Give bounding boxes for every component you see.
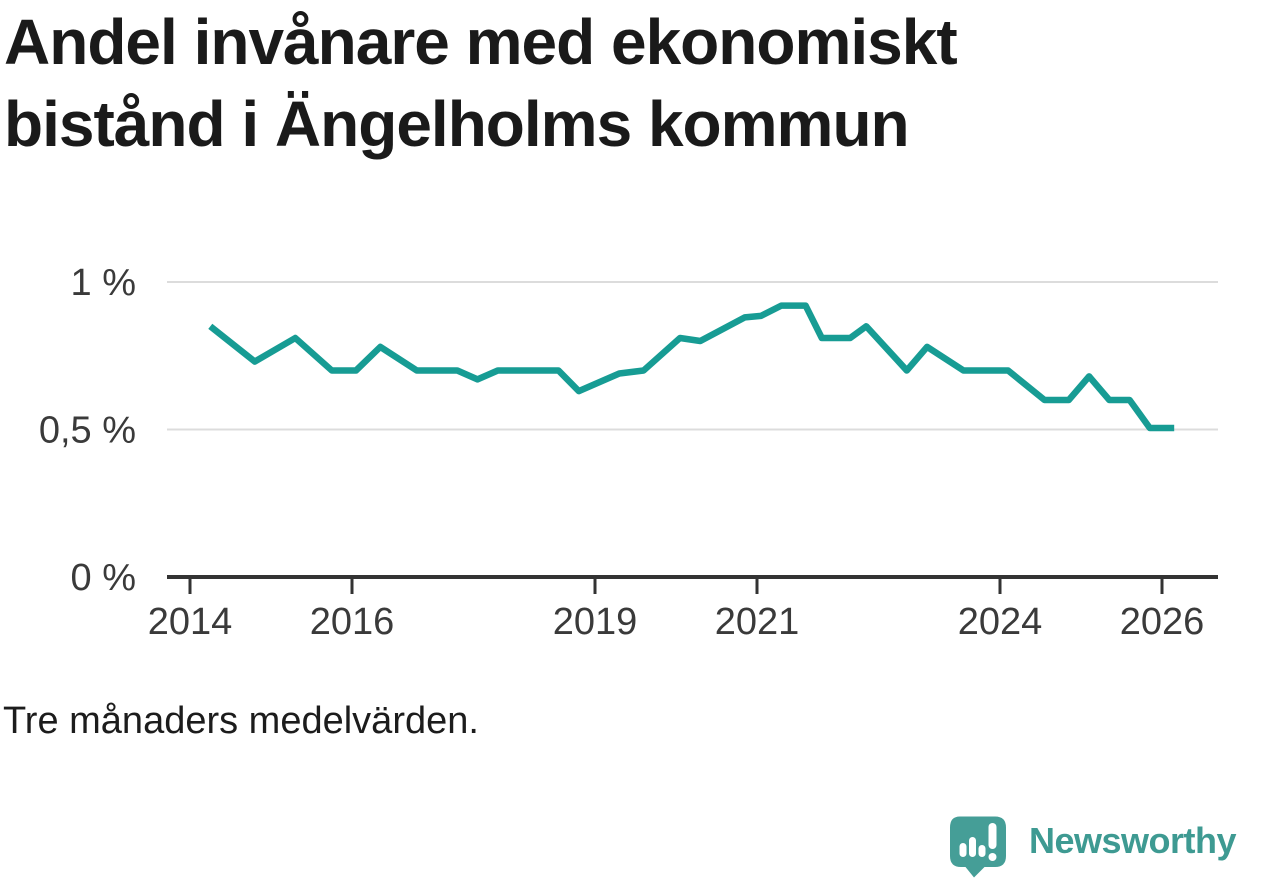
- x-axis-label: 2014: [148, 601, 233, 643]
- y-axis-label: 1 %: [71, 262, 136, 304]
- newsworthy-logo: Newsworthy: [948, 814, 1237, 878]
- bar-chart-and-exclamation-glyph: [959, 823, 997, 861]
- chart-footnote: Tre månaders medelvärden.: [3, 700, 479, 742]
- x-axis-label: 2019: [553, 601, 638, 643]
- x-axis-label: 2024: [958, 601, 1043, 643]
- y-axis-label: 0,5 %: [39, 410, 136, 452]
- line-chart: 2014 2016 2019 2021 2024 2026 0 % 0,5 % 1 %: [39, 262, 1218, 643]
- chart-title-line-2: bistånd i Ängelholms kommun: [4, 87, 910, 160]
- speech-bubble-shape: [950, 816, 1006, 878]
- y-axis-label: 0 %: [71, 557, 136, 599]
- chart-title-line-1: Andel invånare med ekonomiskt: [4, 6, 958, 78]
- newsworthy-logo-icon: [950, 816, 1006, 878]
- data-line: [208, 302, 1175, 432]
- chart-title: Andel invånare med ekonomiskt bistånd i …: [4, 2, 958, 166]
- x-axis-label: 2021: [715, 601, 800, 643]
- x-axis-label: 2026: [1120, 601, 1205, 643]
- x-axis-label: 2016: [310, 601, 395, 643]
- newsworthy-logo-text: Newsworthy: [1029, 820, 1237, 861]
